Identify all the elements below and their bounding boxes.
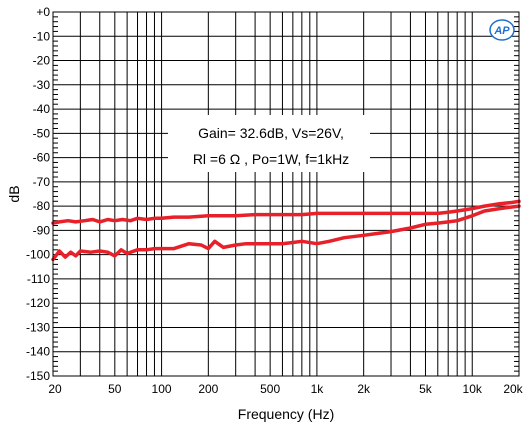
y-tick-label: -70 [33,175,51,189]
x-tick-label: 50 [108,382,122,396]
y-tick-label: -110 [27,272,50,286]
plot-border [52,11,520,377]
annotation-line-1: Gain= 32.6dB, Vs=26V, [198,125,344,141]
series-line-2 [51,204,521,262]
y-tick-label: -90 [33,223,51,237]
annotation-line-2: Rl =6 Ω , Po=1W, f=1kHz [193,151,349,167]
x-tick-label: 200 [198,382,218,396]
x-tick-label: 500 [260,382,280,396]
x-tick-label: 20k [503,382,523,396]
y-tick-label: -60 [33,151,51,165]
y-tick-label: -130 [26,320,50,334]
y-tick-label: -150 [26,369,50,383]
y-tick-label: -140 [26,345,50,359]
annotation-box [168,115,370,172]
y-tick-labels: +0 -10 -20 -30 -40 -50 -60 -70 -80 -90 -100 -110 -12… [26,5,50,383]
y-axis-label: dB [6,185,22,202]
x-tick-label: 5k [419,382,433,396]
x-tick-label: 20 [48,382,62,396]
y-tick-label: -10 [33,29,51,43]
x-tick-label: 1k [311,382,325,396]
plot-background [53,12,519,376]
x-tick-label: 10k [463,382,483,396]
series-group [51,199,521,262]
y-tick-label: -40 [33,102,51,116]
y-tick-label: -20 [33,54,51,68]
series-line-1 [51,199,521,225]
y-tick-label: -100 [26,248,50,262]
svg-text:AP: AP [493,25,510,37]
x-axis-label: Frequency (Hz) [238,406,334,422]
y-tick-label: -120 [26,296,50,310]
y-tick-label: -30 [33,78,51,92]
grid [52,11,520,377]
x-tick-label: 100 [152,382,172,396]
x-tick-labels: 20 50 100 200 500 1k 2k 5k 10k 20k [48,382,523,396]
ap-logo: AP [489,19,515,41]
y-tick-label: -50 [33,126,51,140]
x-tick-label: 2k [357,382,371,396]
y-tick-label: +0 [36,5,50,19]
y-tick-label: -80 [33,199,51,213]
